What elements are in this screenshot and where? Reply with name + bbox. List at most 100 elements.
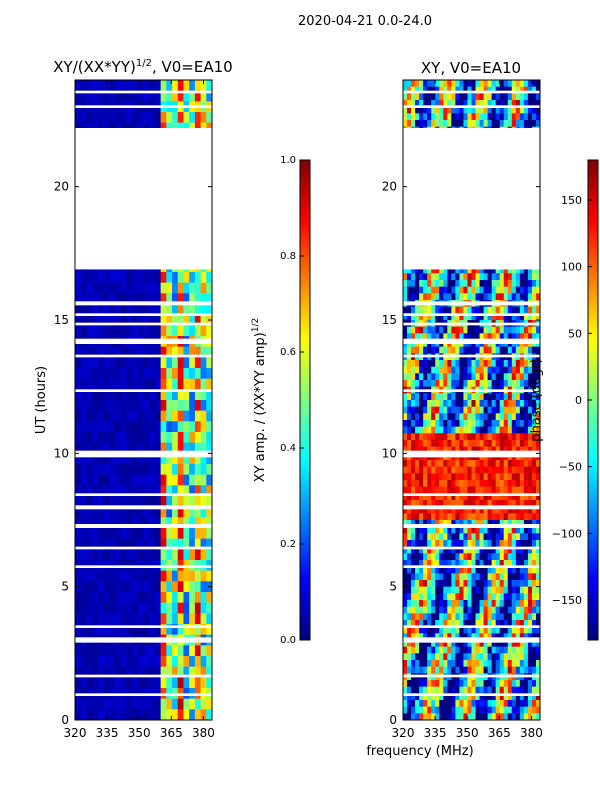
heatmap-cell bbox=[419, 693, 424, 701]
heatmap-cell bbox=[206, 293, 212, 305]
heatmap-cell bbox=[189, 432, 196, 444]
heatmap-cell bbox=[137, 453, 145, 465]
heatmap-cell bbox=[479, 313, 485, 321]
heatmap-cell bbox=[515, 433, 521, 441]
heatmap-cell bbox=[511, 393, 517, 401]
heatmap-cell bbox=[463, 486, 469, 494]
heatmap-cell bbox=[103, 282, 110, 294]
heatmap-cell bbox=[495, 560, 501, 568]
heatmap-cell bbox=[132, 613, 139, 625]
heatmap-cell bbox=[487, 266, 493, 274]
heatmap-cell bbox=[535, 513, 540, 521]
heatmap-cell bbox=[435, 313, 440, 321]
heatmap-cell bbox=[483, 600, 489, 608]
heatmap-cell bbox=[435, 293, 440, 301]
heatmap-cell bbox=[503, 526, 509, 534]
heatmap-cell bbox=[154, 528, 162, 540]
heatmap-cell bbox=[411, 93, 416, 101]
heatmap-cell bbox=[527, 713, 533, 720]
heatmap-cell bbox=[523, 526, 529, 534]
heatmap-cell bbox=[531, 680, 537, 688]
heatmap-cell bbox=[503, 440, 509, 448]
heatmap-cell bbox=[499, 480, 505, 488]
heatmap-cell bbox=[495, 393, 501, 401]
heatmap-cell bbox=[160, 528, 167, 540]
heatmap-cell bbox=[439, 660, 444, 668]
heatmap-cell bbox=[503, 660, 509, 668]
heatmap-cell bbox=[455, 513, 461, 521]
heatmap-cell bbox=[487, 560, 493, 568]
heatmap-cell bbox=[407, 546, 412, 554]
flagged-gap bbox=[75, 565, 212, 568]
heatmap-cell bbox=[515, 586, 521, 594]
heatmap-cell bbox=[479, 500, 485, 508]
heatmap-cell bbox=[411, 406, 416, 414]
heatmap-cell bbox=[435, 366, 440, 374]
heatmap-cell bbox=[419, 113, 424, 121]
heatmap-cell bbox=[471, 566, 477, 574]
heatmap-cell bbox=[519, 80, 525, 88]
heatmap-cell bbox=[507, 593, 513, 601]
heatmap-cell bbox=[415, 80, 420, 88]
heatmap-cell bbox=[194, 442, 202, 454]
heatmap-cell bbox=[503, 593, 509, 601]
heatmap-cell bbox=[92, 453, 99, 465]
heatmap-cell bbox=[499, 526, 505, 534]
heatmap-cell bbox=[447, 420, 452, 428]
heatmap-cell bbox=[435, 593, 440, 601]
heatmap-cell bbox=[479, 100, 485, 108]
heatmap-cell bbox=[463, 493, 469, 501]
heatmap-cell bbox=[407, 333, 412, 341]
heatmap-cell bbox=[126, 90, 133, 102]
heatmap-cell bbox=[475, 560, 481, 568]
heatmap-cell bbox=[160, 389, 167, 401]
heatmap-cell bbox=[403, 273, 408, 281]
heatmap-cell bbox=[515, 326, 521, 334]
heatmap-cell bbox=[483, 286, 489, 294]
heatmap-cell bbox=[200, 645, 207, 657]
heatmap-cell bbox=[97, 80, 105, 92]
heatmap-cell bbox=[143, 709, 150, 720]
heatmap-cell bbox=[471, 466, 477, 474]
heatmap-cell bbox=[206, 368, 212, 380]
heatmap-cell bbox=[491, 93, 497, 101]
heatmap-cell bbox=[154, 517, 162, 529]
heatmap-cell bbox=[411, 700, 416, 708]
heatmap-cell bbox=[519, 653, 525, 661]
heatmap-cell bbox=[439, 280, 444, 288]
heatmap-cell bbox=[411, 273, 416, 281]
heatmap-cell bbox=[535, 346, 540, 354]
heatmap-cell bbox=[471, 440, 477, 448]
heatmap-cell bbox=[471, 380, 477, 388]
heatmap-cell bbox=[507, 700, 513, 708]
heatmap-cell bbox=[527, 80, 533, 88]
heatmap-cell bbox=[166, 645, 173, 657]
heatmap-cell bbox=[515, 560, 521, 568]
heatmap-cell bbox=[535, 640, 540, 648]
heatmap-cell bbox=[183, 368, 190, 380]
heatmap-cell bbox=[519, 100, 525, 108]
heatmap-cell bbox=[206, 538, 212, 550]
heatmap-cell bbox=[507, 400, 513, 408]
heatmap-cell bbox=[491, 446, 497, 454]
heatmap-cell bbox=[172, 666, 179, 678]
heatmap-cell bbox=[471, 293, 477, 301]
heatmap-cell bbox=[403, 500, 408, 508]
heatmap-cell bbox=[463, 426, 469, 434]
heatmap-cell bbox=[523, 686, 529, 694]
heatmap-cell bbox=[535, 440, 540, 448]
heatmap-cell bbox=[459, 526, 465, 534]
heatmap-cell bbox=[160, 378, 167, 390]
x-tick-label: 350 bbox=[456, 726, 479, 740]
heatmap-cell bbox=[403, 113, 408, 121]
heatmap-cell bbox=[463, 586, 469, 594]
heatmap-cell bbox=[423, 493, 428, 501]
x-tick-label: 350 bbox=[128, 726, 151, 740]
heatmap-cell bbox=[475, 546, 481, 554]
heatmap-cell bbox=[403, 640, 408, 648]
heatmap-cell bbox=[427, 533, 432, 541]
heatmap-cell bbox=[475, 293, 481, 301]
heatmap-cell bbox=[403, 653, 408, 661]
heatmap-cell bbox=[531, 346, 537, 354]
heatmap-cell bbox=[137, 666, 145, 678]
